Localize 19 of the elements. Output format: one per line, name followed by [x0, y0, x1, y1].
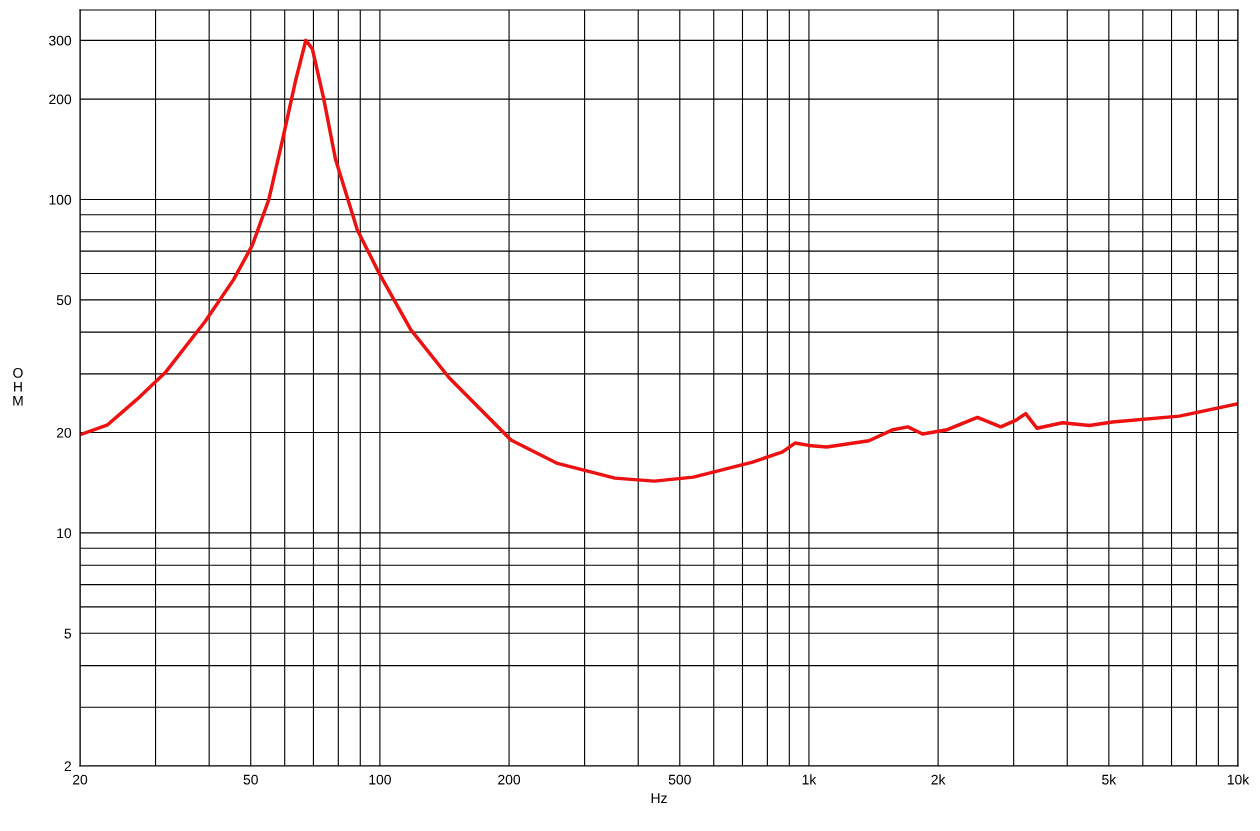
y-tick-label: 2: [64, 761, 71, 772]
y-tick-label: 100: [49, 194, 72, 205]
x-tick-label: 1k: [802, 774, 817, 785]
x-tick-label: 500: [668, 774, 691, 785]
x-tick-label: 20: [72, 774, 88, 785]
y-tick-label: 300: [49, 35, 72, 46]
y-axis-title: OHM: [13, 367, 23, 406]
y-tick-label: 200: [49, 94, 72, 105]
x-tick-label: 200: [498, 774, 521, 785]
x-tick-label: 10k: [1227, 774, 1250, 785]
x-tick-label: 5k: [1102, 774, 1117, 785]
y-tick-label: 5: [64, 628, 72, 639]
y-tick-label: 50: [56, 295, 72, 306]
x-tick-label: 50: [243, 774, 258, 785]
x-tick-label: 100: [369, 774, 391, 785]
y-tick-label: 20: [56, 427, 72, 438]
x-tick-label: 2k: [931, 774, 946, 785]
y-tick-label: 10: [57, 528, 72, 539]
x-axis-title: Hz: [651, 793, 667, 803]
